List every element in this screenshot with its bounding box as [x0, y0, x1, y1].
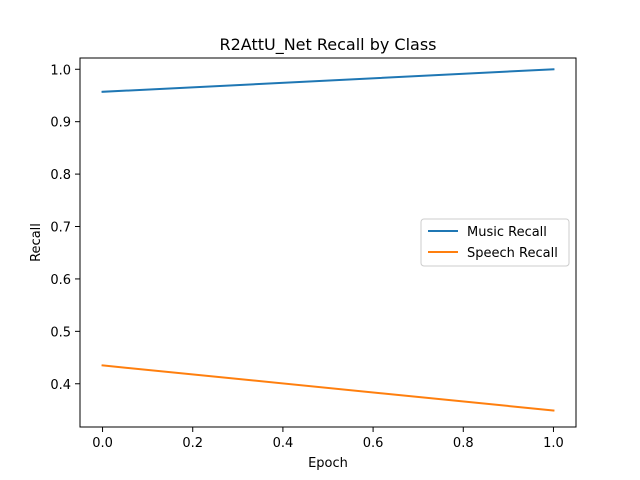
x-axis: 0.0 0.2 0.4 0.6 0.8 1.0 [92, 427, 564, 451]
x-tick-label: 0.2 [182, 436, 203, 451]
y-tick-label: 1.0 [50, 63, 71, 78]
y-tick-label: 0.7 [50, 221, 71, 236]
y-axis-label: Recall [29, 223, 44, 262]
axes-frame [79, 57, 577, 428]
y-tick-label: 0.9 [50, 116, 71, 131]
x-tick-label: 0.4 [273, 436, 294, 451]
series-line-speech-recall [101, 364, 555, 412]
y-tick-label: 0.5 [50, 325, 71, 340]
y-tick-label: 0.4 [50, 378, 71, 393]
plot-area [101, 68, 555, 412]
x-tick-label: 0.8 [453, 436, 474, 451]
x-axis-label: Epoch [308, 456, 348, 471]
legend-label-speech: Speech Recall [467, 246, 558, 261]
x-tick-label: 0.0 [92, 436, 113, 451]
x-tick-label: 0.6 [363, 436, 384, 451]
y-axis: 0.4 0.5 0.6 0.7 0.8 0.9 1.0 [50, 63, 80, 393]
series-line-music-recall [101, 68, 555, 93]
y-tick-label: 0.6 [50, 273, 71, 288]
legend: Music Recall Speech Recall [420, 218, 570, 267]
x-tick-label: 1.0 [543, 436, 564, 451]
legend-label-music: Music Recall [467, 225, 547, 240]
chart-title: R2AttU_Net Recall by Class [219, 35, 436, 55]
y-tick-label: 0.8 [50, 168, 71, 183]
